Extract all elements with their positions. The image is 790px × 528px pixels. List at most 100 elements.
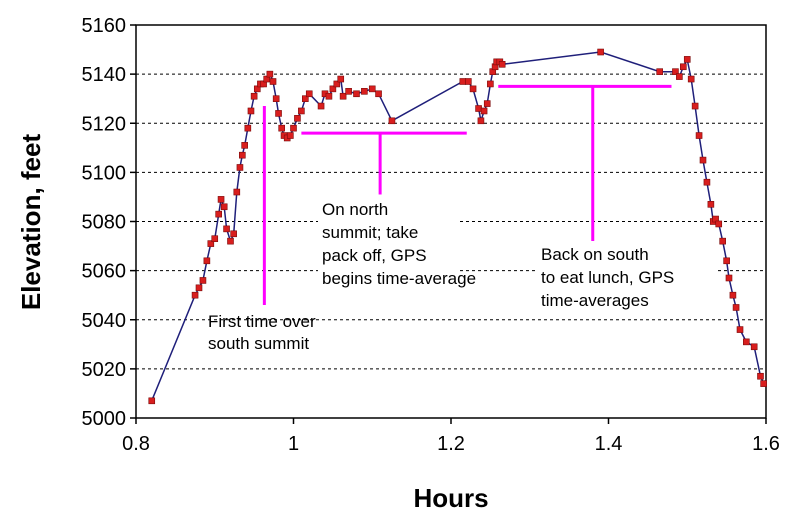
data-point: [339, 92, 347, 100]
annotation-markers: [262, 84, 672, 306]
data-point: [203, 257, 211, 265]
annotation-north-line-2: summit; take: [322, 223, 418, 242]
annotation-north-background: [318, 196, 460, 296]
data-point: [723, 257, 730, 265]
data-point: [337, 75, 345, 83]
data-point: [676, 73, 683, 80]
y-tick-label: 5000: [82, 408, 127, 430]
y-tick-label: 5140: [82, 64, 127, 86]
data-point: [687, 75, 695, 83]
y-tick-label: 5160: [82, 15, 127, 37]
data-point: [217, 196, 225, 203]
data-point: [287, 132, 294, 139]
data-point: [211, 235, 219, 242]
x-tick-label: 1.2: [437, 433, 465, 455]
y-tick-label: 5020: [82, 359, 127, 381]
data-point: [719, 237, 726, 245]
data-point: [278, 124, 285, 132]
data-point: [691, 102, 699, 110]
data-point: [743, 338, 750, 346]
annotation-south-line-3: time-averages: [541, 291, 649, 310]
data-point: [275, 110, 282, 117]
annotation-south-line-2: to eat lunch, GPS: [541, 268, 674, 287]
annotation-south-line-1: Back on south: [541, 245, 649, 264]
data-point: [269, 78, 277, 85]
x-tick-label: 1.4: [595, 433, 623, 455]
data-point: [207, 240, 215, 247]
data-point: [230, 230, 237, 238]
data-point: [325, 92, 333, 100]
data-point: [498, 60, 506, 68]
data-point: [241, 142, 248, 149]
data-point: [465, 78, 472, 85]
y-tick-label: 5080: [82, 212, 127, 234]
data-point: [715, 220, 723, 228]
data-point: [483, 100, 491, 107]
data-point: [597, 48, 604, 56]
data-point: [227, 237, 234, 245]
data-point: [388, 117, 396, 125]
data-point: [469, 85, 477, 93]
data-point: [233, 188, 241, 196]
data-point: [703, 178, 711, 186]
data-points: [148, 48, 767, 405]
annotation-first-line-2: south summit: [208, 334, 309, 353]
data-point: [272, 95, 280, 102]
data-point: [294, 115, 301, 122]
data-point: [477, 117, 485, 125]
data-point: [729, 291, 737, 299]
data-point: [191, 291, 199, 299]
data-point: [298, 107, 305, 115]
data-point: [247, 107, 255, 115]
data-point: [487, 80, 494, 88]
data-point: [680, 63, 687, 71]
x-axis-title: Hours: [413, 483, 488, 513]
y-tick-label: 5100: [82, 162, 127, 184]
data-point: [736, 326, 744, 333]
data-point: [361, 88, 368, 95]
data-point: [672, 68, 679, 75]
data-point: [368, 85, 376, 93]
data-point: [266, 70, 274, 78]
data-point: [302, 95, 309, 102]
data-point: [148, 397, 156, 405]
data-point: [656, 68, 663, 75]
annotation-north-line-3: pack off, GPS: [322, 246, 427, 265]
data-point: [353, 90, 360, 98]
y-tick-label: 5120: [82, 113, 127, 135]
data-point: [305, 90, 313, 98]
data-point: [707, 201, 715, 208]
data-point: [215, 210, 222, 218]
data-point: [223, 225, 230, 233]
data-point: [725, 274, 733, 282]
y-tick-label: 5060: [82, 261, 127, 283]
data-point: [239, 151, 246, 159]
y-axis-title: Elevation, feet: [16, 134, 46, 311]
data-point: [375, 90, 382, 98]
data-point: [236, 164, 244, 171]
data-point: [195, 284, 203, 292]
data-point: [290, 124, 297, 132]
annotation-south-background: [538, 241, 716, 313]
data-point: [244, 124, 252, 132]
data-point: [750, 343, 758, 351]
data-point: [317, 102, 325, 110]
data-point: [250, 92, 258, 100]
x-tick-label: 1: [288, 433, 299, 455]
data-point: [333, 80, 341, 88]
data-point: [329, 85, 337, 93]
x-tick-label: 1.6: [752, 433, 780, 455]
data-point: [683, 56, 691, 63]
data-point: [695, 132, 703, 139]
data-point: [220, 203, 228, 211]
annotation-first-line-1: First time over: [208, 312, 316, 331]
data-point: [199, 277, 207, 284]
annotation-texts: First time over south summit On north su…: [208, 196, 716, 353]
data-point: [475, 105, 482, 112]
data-point: [732, 304, 740, 311]
data-point: [757, 372, 764, 380]
data-point: [699, 156, 707, 164]
axis-ticks: 5000 5020 5040 5060 5080 5100 5120 5140 5160 0.8 1…: [82, 15, 780, 455]
data-point: [345, 88, 352, 95]
